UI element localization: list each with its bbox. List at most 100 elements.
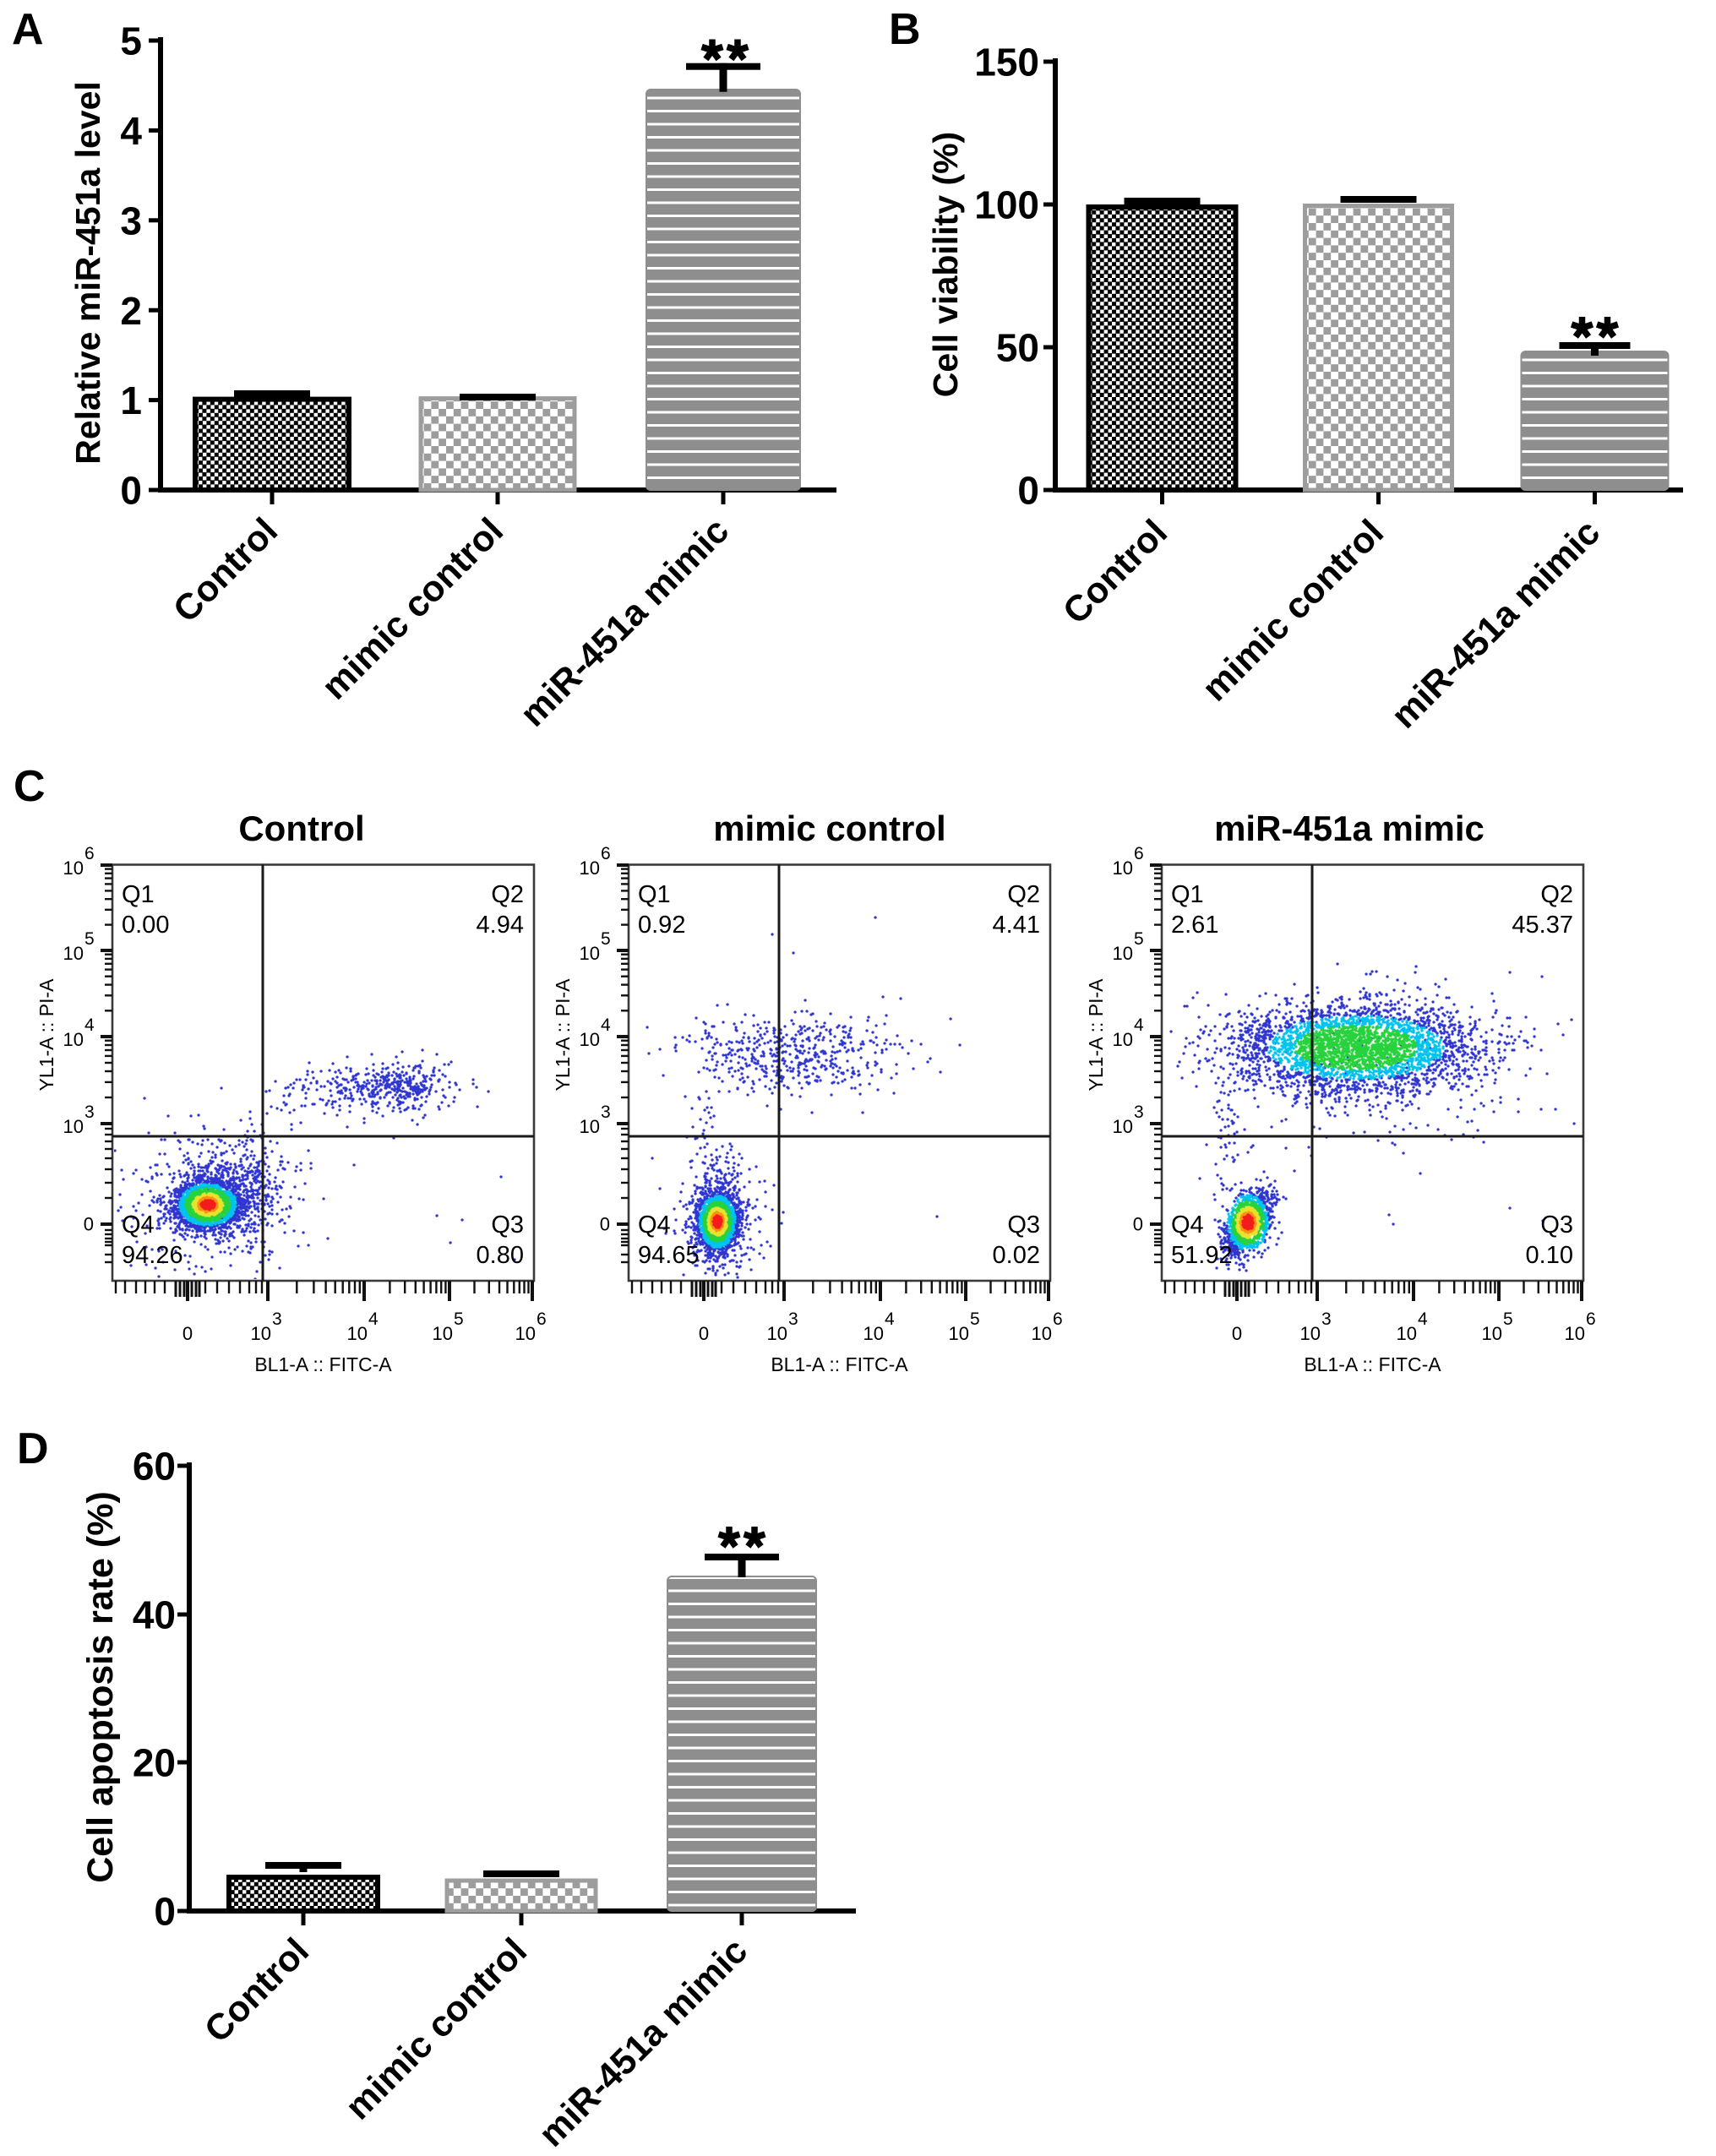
svg-text:0.02: 0.02 xyxy=(993,1242,1040,1269)
svg-text:45.37: 45.37 xyxy=(1512,912,1573,939)
svg-text:150: 150 xyxy=(974,41,1039,84)
svg-text:0: 0 xyxy=(154,1890,176,1934)
svg-text:YL1-A :: PI-A: YL1-A :: PI-A xyxy=(1085,978,1107,1092)
svg-text:B: B xyxy=(889,5,921,54)
svg-text:Q2: Q2 xyxy=(1007,881,1040,908)
svg-text:60: 60 xyxy=(133,1445,176,1489)
svg-text:0: 0 xyxy=(699,1323,709,1344)
svg-text:0.80: 0.80 xyxy=(477,1242,524,1269)
svg-text:3: 3 xyxy=(601,1102,611,1122)
svg-text:3: 3 xyxy=(1134,1102,1144,1122)
svg-text:10: 10 xyxy=(1113,858,1133,879)
svg-text:0: 0 xyxy=(84,1213,94,1234)
svg-text:4.41: 4.41 xyxy=(993,912,1040,939)
svg-text:0: 0 xyxy=(1017,469,1039,513)
svg-text:10: 10 xyxy=(1113,943,1133,964)
svg-text:10: 10 xyxy=(1113,1116,1133,1137)
svg-text:6: 6 xyxy=(84,844,95,863)
svg-text:mimic control: mimic control xyxy=(713,808,945,848)
svg-text:10: 10 xyxy=(63,943,84,964)
svg-text:10: 10 xyxy=(1300,1323,1321,1344)
svg-text:5: 5 xyxy=(601,929,611,949)
svg-text:4: 4 xyxy=(1418,1309,1428,1329)
svg-text:10: 10 xyxy=(580,943,600,964)
svg-text:10: 10 xyxy=(63,1116,84,1137)
svg-text:10: 10 xyxy=(251,1323,271,1344)
svg-text:BL1-A :: FITC-A: BL1-A :: FITC-A xyxy=(1304,1353,1441,1375)
svg-text:20: 20 xyxy=(133,1741,176,1785)
svg-text:10: 10 xyxy=(1482,1323,1502,1344)
svg-text:5: 5 xyxy=(454,1309,464,1329)
svg-text:BL1-A :: FITC-A: BL1-A :: FITC-A xyxy=(254,1353,392,1375)
svg-text:Control: Control xyxy=(238,808,364,848)
svg-text:Q3: Q3 xyxy=(491,1211,524,1239)
svg-text:Q4: Q4 xyxy=(638,1211,671,1239)
svg-text:10: 10 xyxy=(433,1323,453,1344)
svg-text:mimic control: mimic control xyxy=(338,1930,535,2127)
svg-text:Cell viability (%): Cell viability (%) xyxy=(926,132,965,397)
svg-text:0.00: 0.00 xyxy=(122,912,169,939)
svg-text:5: 5 xyxy=(84,929,95,949)
svg-text:2.61: 2.61 xyxy=(1171,912,1218,939)
svg-text:Q4: Q4 xyxy=(1171,1211,1204,1239)
svg-text:10: 10 xyxy=(767,1323,787,1344)
svg-text:Control: Control xyxy=(197,1930,317,2050)
svg-text:2: 2 xyxy=(120,289,142,333)
svg-text:0: 0 xyxy=(1232,1323,1242,1344)
svg-text:40: 40 xyxy=(133,1593,176,1637)
svg-text:YL1-A :: PI-A: YL1-A :: PI-A xyxy=(552,978,574,1092)
svg-text:94.26: 94.26 xyxy=(122,1242,183,1269)
svg-text:A: A xyxy=(12,5,44,54)
svg-text:0: 0 xyxy=(1133,1213,1143,1234)
svg-text:miR-451a mimic: miR-451a mimic xyxy=(513,510,737,734)
svg-text:10: 10 xyxy=(1113,1029,1133,1050)
svg-text:Q2: Q2 xyxy=(491,881,524,908)
svg-text:Q1: Q1 xyxy=(122,881,155,908)
svg-text:5: 5 xyxy=(120,19,142,63)
svg-text:Control: Control xyxy=(166,510,286,630)
svg-text:10: 10 xyxy=(580,1116,600,1137)
svg-text:C: C xyxy=(14,762,46,811)
svg-text:Q3: Q3 xyxy=(1007,1211,1040,1239)
svg-text:D: D xyxy=(17,1424,49,1473)
svg-text:6: 6 xyxy=(537,1309,547,1329)
svg-text:5: 5 xyxy=(970,1309,980,1329)
svg-text:6: 6 xyxy=(1053,1309,1063,1329)
svg-text:Q2: Q2 xyxy=(1540,881,1573,908)
svg-text:0.10: 0.10 xyxy=(1526,1242,1573,1269)
svg-text:3: 3 xyxy=(1321,1309,1332,1329)
svg-text:5: 5 xyxy=(1134,929,1144,949)
svg-text:10: 10 xyxy=(347,1323,368,1344)
svg-text:94.65: 94.65 xyxy=(638,1242,700,1269)
svg-text:10: 10 xyxy=(1397,1323,1417,1344)
svg-text:10: 10 xyxy=(515,1323,536,1344)
svg-text:3: 3 xyxy=(120,199,142,242)
svg-text:4: 4 xyxy=(601,1015,611,1035)
svg-text:Relative miR-451a level: Relative miR-451a level xyxy=(68,81,107,465)
svg-text:5: 5 xyxy=(1503,1309,1513,1329)
svg-text:Control: Control xyxy=(1055,512,1175,632)
svg-text:miR-451a mimic: miR-451a mimic xyxy=(531,1930,755,2154)
svg-text:51.92: 51.92 xyxy=(1171,1242,1233,1269)
svg-text:4: 4 xyxy=(1134,1015,1144,1035)
svg-text:Cell apoptosis rate (%): Cell apoptosis rate (%) xyxy=(80,1491,121,1883)
svg-text:BL1-A :: FITC-A: BL1-A :: FITC-A xyxy=(771,1353,908,1375)
svg-text:mimic control: mimic control xyxy=(1195,512,1392,709)
svg-text:6: 6 xyxy=(1586,1309,1596,1329)
svg-text:0: 0 xyxy=(600,1213,610,1234)
svg-text:3: 3 xyxy=(84,1102,95,1122)
svg-text:10: 10 xyxy=(580,1029,600,1050)
svg-text:50: 50 xyxy=(996,326,1039,370)
svg-text:100: 100 xyxy=(974,183,1039,227)
svg-text:0: 0 xyxy=(120,469,142,513)
svg-text:Q1: Q1 xyxy=(638,881,671,908)
svg-text:0.92: 0.92 xyxy=(638,912,685,939)
svg-text:10: 10 xyxy=(63,1029,84,1050)
svg-text:6: 6 xyxy=(1134,844,1144,863)
svg-text:Q4: Q4 xyxy=(122,1211,155,1239)
svg-text:3: 3 xyxy=(788,1309,798,1329)
svg-text:Q3: Q3 xyxy=(1540,1211,1573,1239)
svg-text:4.94: 4.94 xyxy=(477,912,524,939)
svg-text:miR-451a mimic: miR-451a mimic xyxy=(1214,808,1484,848)
svg-text:4: 4 xyxy=(120,109,142,153)
